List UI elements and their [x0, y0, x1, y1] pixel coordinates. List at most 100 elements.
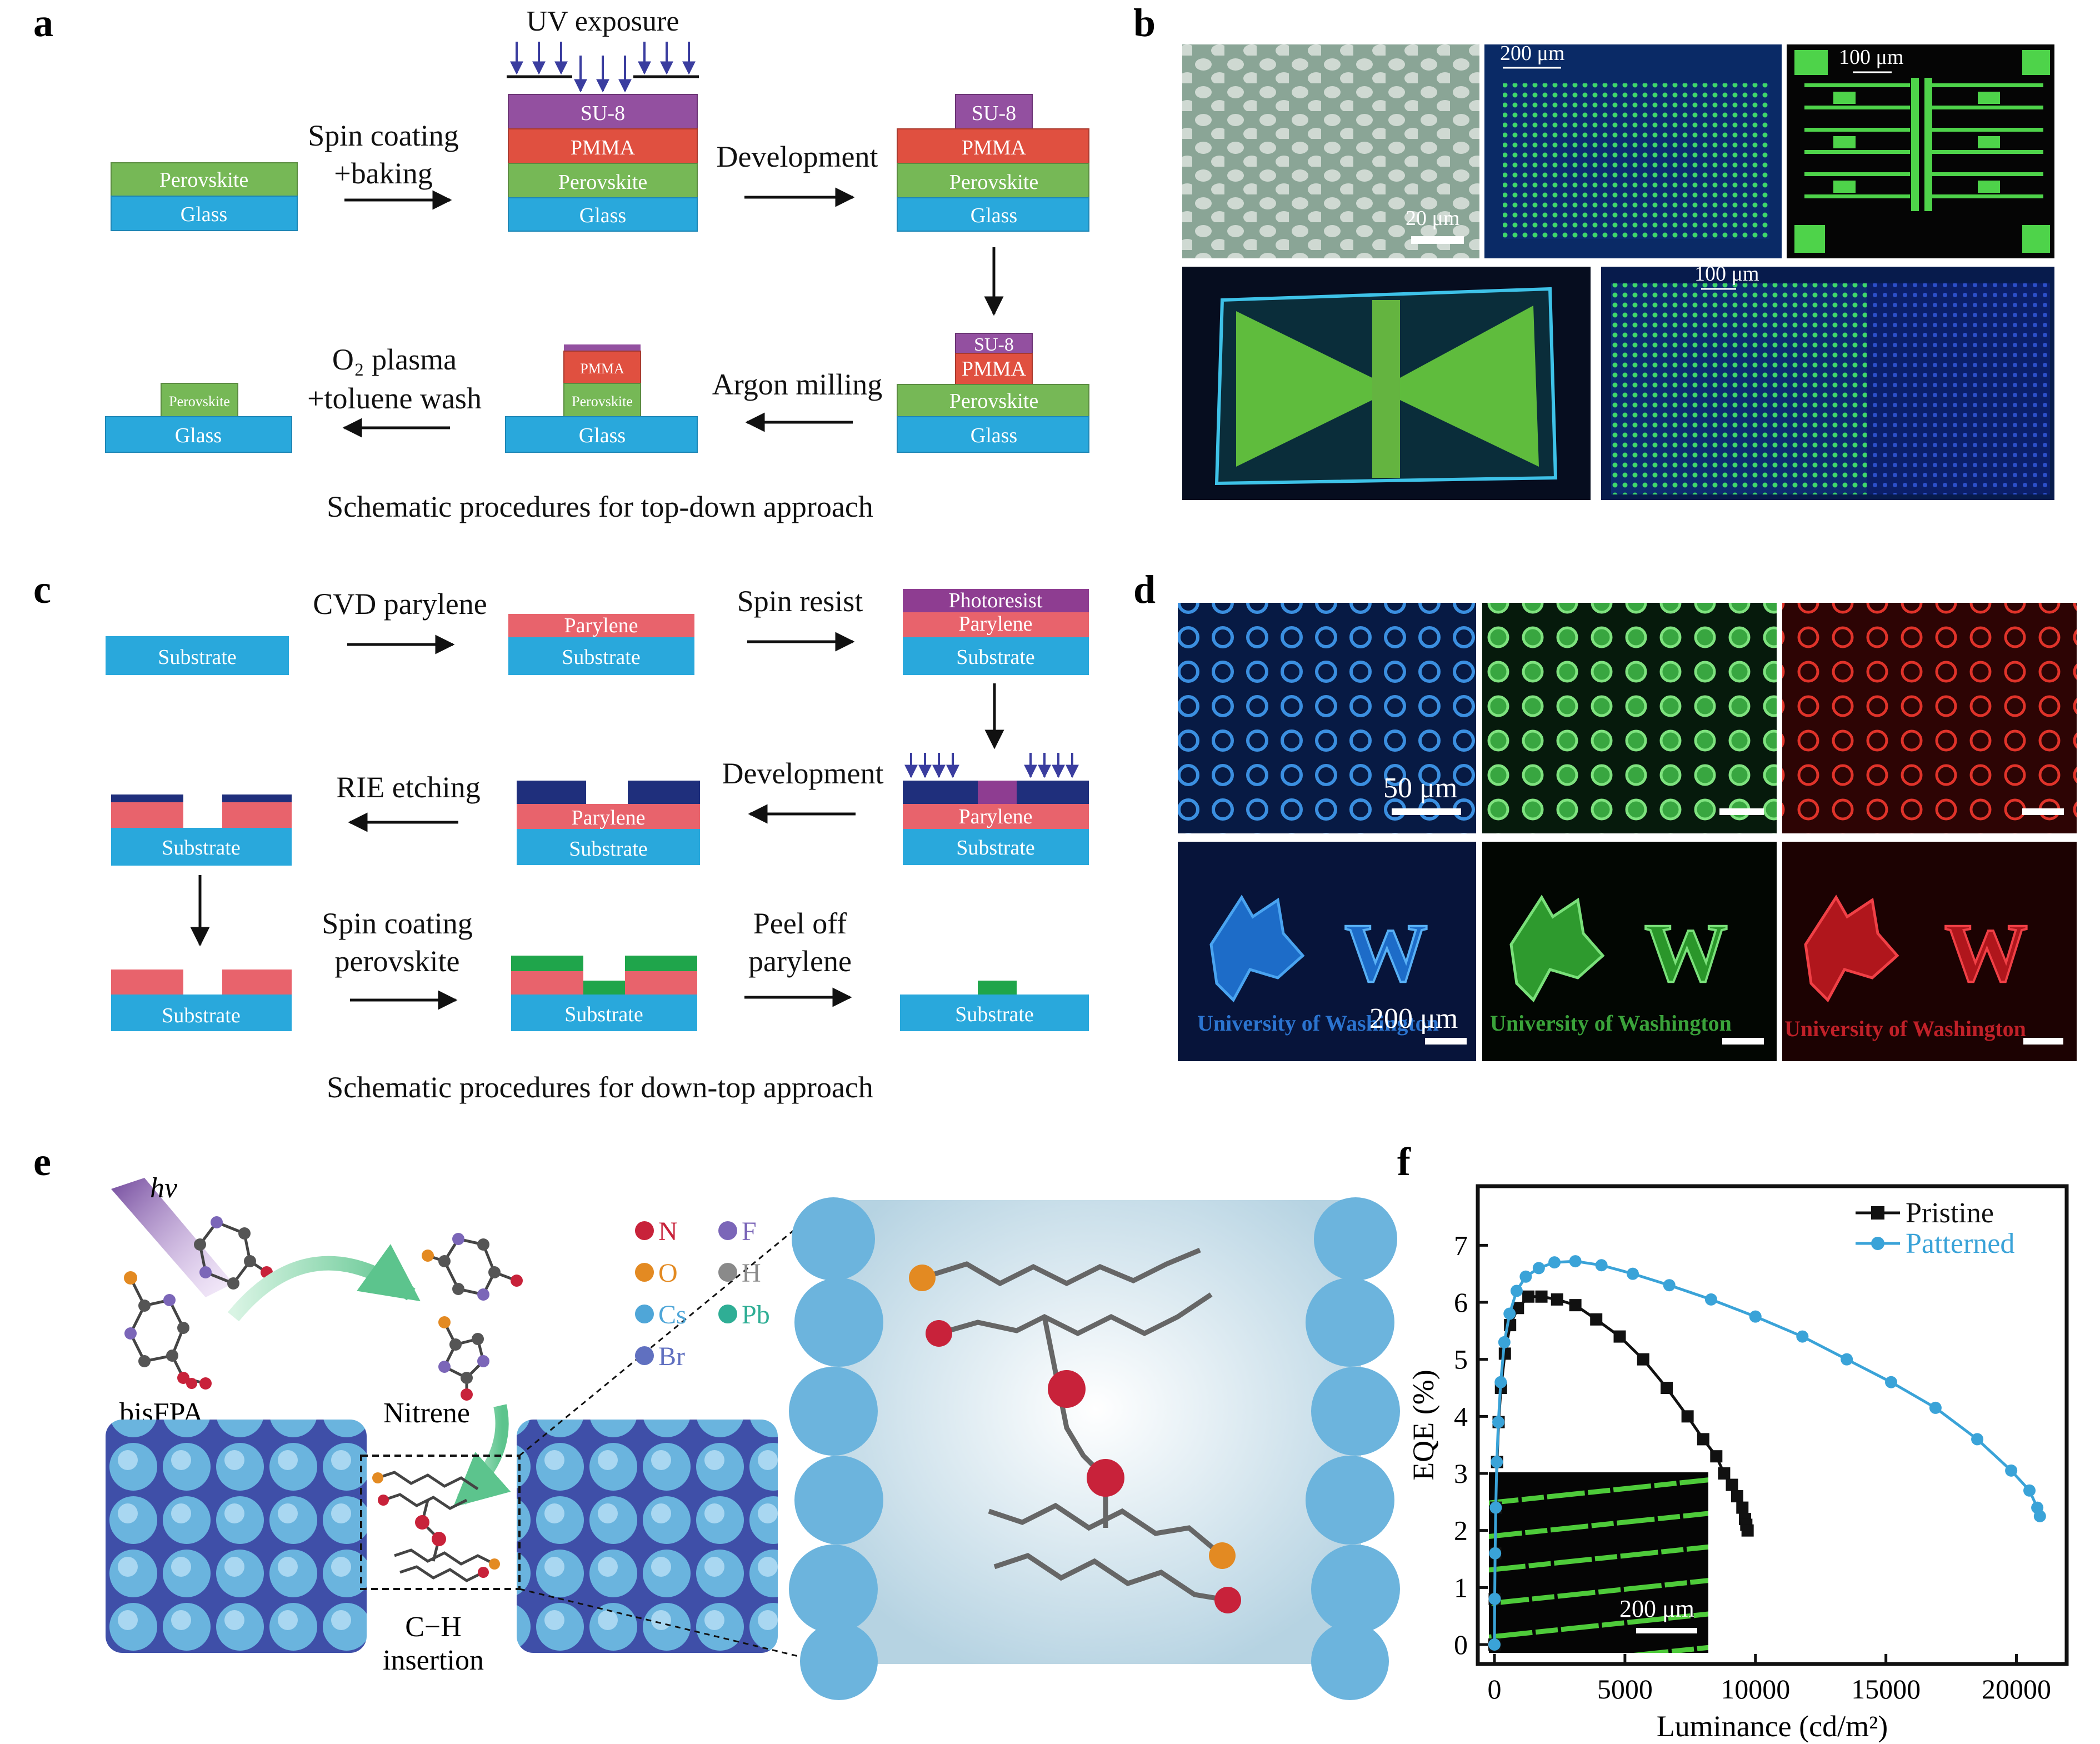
nitrene-label: Nitrene: [383, 1397, 470, 1429]
logo-text: University of Washington: [1784, 1016, 2026, 1041]
atom-legend: N F O H Cs Pb Br: [635, 1217, 770, 1371]
stack-a6: Perovskite Glass: [105, 383, 292, 453]
layer-label: SU-8: [972, 102, 1016, 125]
data-point: [1551, 1293, 1563, 1306]
layer-label: Perovskite: [949, 171, 1038, 194]
nitrene-atoms: [422, 1233, 523, 1401]
legend-label: Cs: [658, 1300, 687, 1330]
legend-label: Pb: [742, 1300, 770, 1330]
step-label: Spin coating: [322, 907, 472, 940]
logo-text: University of Washington: [1490, 1011, 1732, 1036]
layer-label: Glass: [971, 204, 1017, 227]
electrode-lines: [1794, 50, 2050, 253]
stack-a2: SU-8 PMMA Perovskite Glass: [508, 94, 698, 232]
data-point: [1548, 1256, 1561, 1269]
step-label: Argon milling: [712, 368, 883, 401]
data-point: [1885, 1376, 1898, 1388]
zoom-spheres-left: [789, 1197, 883, 1700]
ch-label: insertion: [383, 1645, 484, 1676]
x-axis-label: Luminance (cd/m²): [1657, 1710, 1888, 1743]
data-point: [1488, 1592, 1501, 1605]
data-point: [1532, 1262, 1545, 1275]
logo-text: University of Washington: [1197, 1011, 1439, 1036]
data-point: [1489, 1501, 1502, 1514]
husky-logo-green: [1509, 895, 1605, 1003]
panel-letters: a b c d e f: [33, 1, 1411, 1184]
data-point: [1661, 1382, 1673, 1394]
uv-arrows: [510, 42, 696, 93]
legend-label: Br: [658, 1342, 685, 1371]
legend-label: O: [658, 1258, 678, 1288]
ch-label: C−H: [405, 1611, 462, 1643]
data-point: [1510, 1285, 1523, 1297]
stack-a1: Perovskite Glass: [111, 162, 298, 231]
panel-b: 200 μm 100 μm 20 μm 100 μm: [1182, 42, 2054, 500]
data-point: [1569, 1255, 1582, 1268]
data-point: [1569, 1299, 1582, 1312]
scale-bar-label: 200 μm: [1369, 1003, 1458, 1035]
insertion-atoms: [372, 1472, 500, 1578]
step-label: Spin coating: [308, 119, 458, 152]
logo-w: W: [1644, 907, 1728, 999]
legend-patterned: Patterned: [1906, 1228, 2014, 1260]
data-point: [1841, 1353, 1853, 1366]
insertion-box: [360, 1455, 521, 1590]
step-label: perovskite: [335, 945, 460, 978]
stack-a5: PMMA Perovskite Glass: [505, 344, 698, 453]
step-label: parylene: [748, 945, 852, 978]
layer-label: Substrate: [158, 646, 236, 669]
layer-label: SU-8: [581, 102, 625, 125]
y-tick-label: 0: [1454, 1629, 1468, 1660]
scale-bar-label: 20 μm: [1406, 207, 1459, 230]
x-tick-label: 15000: [1851, 1673, 1921, 1705]
caption-a: Schematic procedures for top-down approa…: [327, 490, 873, 523]
uv-arrows-c: [904, 753, 1079, 778]
panel-letter-d: d: [1133, 567, 1156, 612]
layer-label: Glass: [971, 424, 1017, 447]
process-arrows-a: [342, 187, 1004, 438]
layer-label: Substrate: [955, 1003, 1033, 1026]
data-point: [1704, 1293, 1717, 1306]
y-tick-label: 4: [1454, 1401, 1468, 1432]
data-point: [1491, 1456, 1503, 1468]
data-point: [1492, 1416, 1505, 1428]
scale-bar-label: 200 μm: [1500, 42, 1564, 65]
layer-label: Glass: [181, 203, 227, 226]
series-line-patterned: [1493, 1260, 2042, 1645]
uv-label: UV exposure: [527, 6, 679, 37]
step-label: O₂ plasma: [332, 343, 457, 376]
red-ring-array-image: [1782, 603, 2077, 833]
layer-label: Substrate: [564, 1003, 643, 1026]
data-point: [1796, 1330, 1809, 1343]
y-tick-label: 2: [1454, 1515, 1468, 1546]
data-point: [1929, 1401, 1942, 1414]
inset-image: [1489, 1472, 1708, 1653]
layer-label: Substrate: [956, 836, 1034, 859]
data-point: [1503, 1307, 1516, 1320]
data-point: [1749, 1310, 1762, 1323]
data-point: [1626, 1267, 1639, 1280]
data-point: [1718, 1467, 1731, 1480]
data-point: [1595, 1259, 1608, 1272]
layer-label: Perovskite: [169, 393, 230, 409]
logo-w: W: [1344, 907, 1428, 999]
layer-label: Substrate: [562, 646, 640, 669]
husky-logo-red: [1804, 895, 1899, 1003]
step-label: +baking: [334, 157, 432, 190]
data-point: [1522, 1290, 1535, 1303]
blue-ring-array-image: [1178, 603, 1476, 833]
layer-label: Glass: [175, 424, 222, 447]
step-label: Spin resist: [737, 584, 863, 618]
layer-label: PMMA: [571, 136, 636, 159]
layer-label: Substrate: [162, 836, 240, 859]
layer-label: Parylene: [959, 612, 1033, 636]
zoom-spheres-right: [1306, 1197, 1400, 1700]
layer-label: Photoresist: [949, 589, 1043, 612]
data-point: [1710, 1450, 1723, 1463]
layer-label: Parylene: [959, 805, 1033, 828]
panel-letter-a: a: [33, 1, 53, 45]
device-glow: [1214, 287, 1558, 486]
step-label: Peel off: [753, 907, 847, 940]
y-tick-label: 5: [1454, 1344, 1468, 1375]
data-point: [1726, 1478, 1738, 1491]
